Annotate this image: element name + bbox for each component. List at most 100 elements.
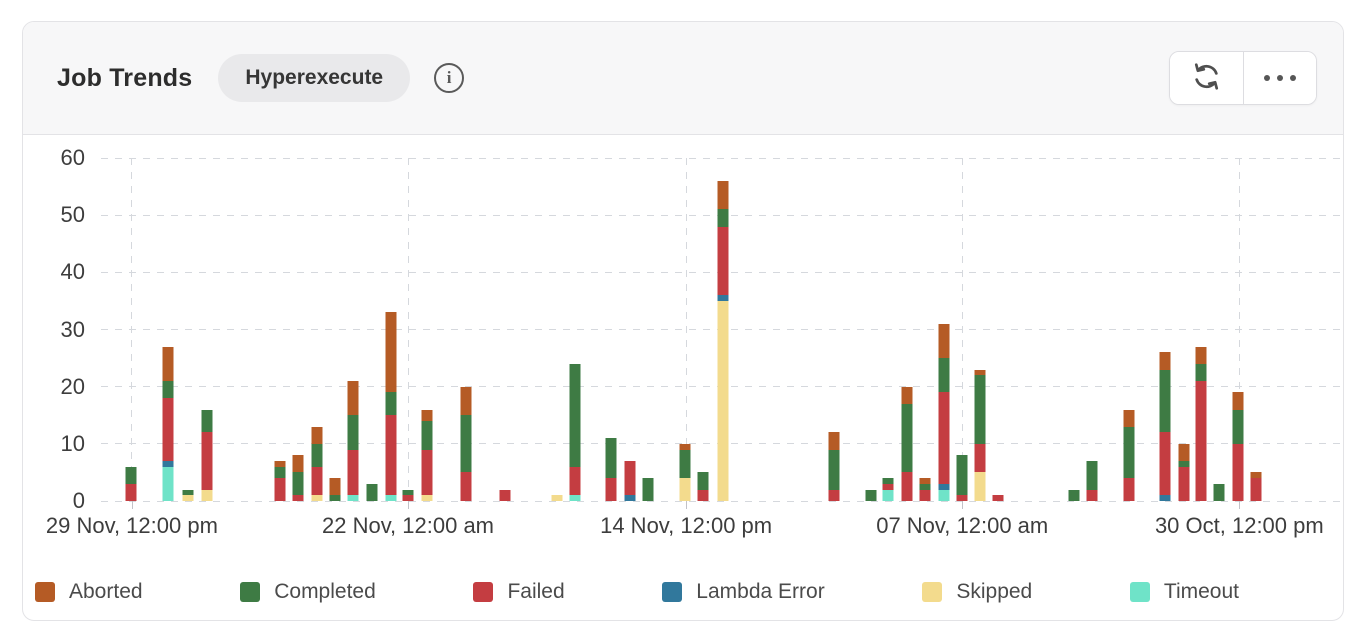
stacked-bar[interactable] xyxy=(956,455,968,501)
stacked-bar[interactable] xyxy=(347,380,359,501)
bar-segment-failed[interactable] xyxy=(882,483,894,490)
bar-segment-completed[interactable] xyxy=(919,483,931,490)
bar-segment-completed[interactable] xyxy=(697,472,709,490)
stacked-bar[interactable] xyxy=(366,483,378,501)
bar-segment-completed[interactable] xyxy=(901,403,913,473)
bar-segment-lambda-error[interactable] xyxy=(1159,495,1171,501)
bar-segment-completed[interactable] xyxy=(956,455,968,496)
stacked-bar[interactable] xyxy=(865,489,877,501)
bar-segment-skipped[interactable] xyxy=(311,495,323,501)
bar-segment-aborted[interactable] xyxy=(1159,352,1171,370)
bar-segment-completed[interactable] xyxy=(292,472,304,496)
bar-segment-aborted[interactable] xyxy=(1232,392,1244,410)
bar-segment-aborted[interactable] xyxy=(162,346,174,381)
bar-segment-skipped[interactable] xyxy=(551,495,563,501)
bar-segment-timeout[interactable] xyxy=(882,489,894,501)
stacked-bar[interactable] xyxy=(974,369,986,501)
bar-segment-failed[interactable] xyxy=(1178,466,1189,501)
bar-segment-failed[interactable] xyxy=(460,472,472,501)
bar-segment-aborted[interactable] xyxy=(1250,472,1262,479)
stacked-bar[interactable] xyxy=(1250,472,1262,501)
bar-segment-lambda-error[interactable] xyxy=(717,295,729,301)
bar-segment-aborted[interactable] xyxy=(421,409,433,421)
bar-segment-failed[interactable] xyxy=(1195,380,1207,501)
bar-segment-failed[interactable] xyxy=(385,415,397,496)
stacked-bar[interactable] xyxy=(1195,346,1207,501)
stacked-bar[interactable] xyxy=(642,478,654,501)
bar-segment-skipped[interactable] xyxy=(974,472,986,501)
stacked-bar[interactable] xyxy=(1068,489,1080,501)
bar-segment-aborted[interactable] xyxy=(1178,443,1189,461)
legend-item-completed[interactable]: Completed xyxy=(240,580,376,604)
bar-segment-failed[interactable] xyxy=(956,495,968,501)
bar-segment-aborted[interactable] xyxy=(1195,346,1207,364)
bar-segment-completed[interactable] xyxy=(642,478,654,501)
stacked-bar[interactable] xyxy=(551,495,563,501)
bar-segment-completed[interactable] xyxy=(1159,369,1171,433)
bar-segment-aborted[interactable] xyxy=(311,426,323,444)
bar-segment-completed[interactable] xyxy=(201,409,213,433)
bar-segment-failed[interactable] xyxy=(605,478,617,501)
bar-segment-timeout[interactable] xyxy=(162,466,174,501)
bar-segment-failed[interactable] xyxy=(1123,478,1135,501)
bar-segment-completed[interactable] xyxy=(421,421,433,450)
bar-segment-skipped[interactable] xyxy=(182,495,194,501)
bar-segment-failed[interactable] xyxy=(347,449,359,496)
bar-segment-aborted[interactable] xyxy=(901,386,913,404)
bar-segment-completed[interactable] xyxy=(865,489,877,501)
stacked-bar[interactable] xyxy=(201,409,213,501)
bar-segment-timeout[interactable] xyxy=(938,489,950,501)
bar-segment-failed[interactable] xyxy=(717,226,729,296)
bar-segment-aborted[interactable] xyxy=(1123,409,1135,427)
bar-segment-aborted[interactable] xyxy=(329,478,341,496)
bar-segment-aborted[interactable] xyxy=(974,369,986,376)
bar-segment-completed[interactable] xyxy=(1195,363,1207,381)
bar-segment-aborted[interactable] xyxy=(938,323,950,359)
bar-segment-failed[interactable] xyxy=(499,489,511,501)
bar-segment-completed[interactable] xyxy=(569,363,581,467)
bar-segment-failed[interactable] xyxy=(624,461,636,496)
bar-segment-completed[interactable] xyxy=(1068,489,1080,501)
stacked-bar[interactable] xyxy=(125,466,137,501)
bar-segment-aborted[interactable] xyxy=(274,461,286,467)
bar-segment-aborted[interactable] xyxy=(292,455,304,473)
refresh-button[interactable] xyxy=(1170,52,1243,104)
bar-segment-completed[interactable] xyxy=(1232,409,1244,444)
bar-segment-failed[interactable] xyxy=(274,478,286,501)
stacked-bar[interactable] xyxy=(919,478,931,501)
more-button[interactable] xyxy=(1243,52,1316,104)
stacked-bar[interactable] xyxy=(828,432,840,501)
bar-segment-completed[interactable] xyxy=(1086,461,1098,490)
legend-item-skipped[interactable]: Skipped xyxy=(922,580,1032,604)
bar-segment-failed[interactable] xyxy=(402,495,414,501)
stacked-bar[interactable] xyxy=(182,489,194,501)
bar-segment-completed[interactable] xyxy=(717,209,729,227)
bar-segment-failed[interactable] xyxy=(992,495,1004,501)
bar-segment-skipped[interactable] xyxy=(201,489,213,501)
bar-segment-failed[interactable] xyxy=(421,449,433,496)
bar-segment-failed[interactable] xyxy=(1086,489,1098,501)
bar-segment-failed[interactable] xyxy=(1159,432,1171,496)
bar-segment-failed[interactable] xyxy=(311,466,323,496)
stacked-bar[interactable] xyxy=(569,363,581,501)
bar-segment-failed[interactable] xyxy=(938,392,950,484)
stacked-bar[interactable] xyxy=(162,346,174,501)
stacked-bar[interactable] xyxy=(679,443,691,501)
stacked-bar[interactable] xyxy=(992,495,1004,501)
bar-segment-completed[interactable] xyxy=(347,415,359,450)
stacked-bar[interactable] xyxy=(1232,392,1244,501)
bar-segment-failed[interactable] xyxy=(697,489,709,501)
bar-segment-failed[interactable] xyxy=(125,483,137,501)
bar-segment-completed[interactable] xyxy=(366,483,378,501)
legend-item-timeout[interactable]: Timeout xyxy=(1129,580,1239,604)
legend-item-failed[interactable]: Failed xyxy=(473,580,565,604)
bar-segment-completed[interactable] xyxy=(125,466,137,484)
bar-segment-lambda-error[interactable] xyxy=(624,495,636,501)
stacked-bar[interactable] xyxy=(938,323,950,501)
legend-item-aborted[interactable]: Aborted xyxy=(35,580,143,604)
bar-segment-failed[interactable] xyxy=(1250,478,1262,501)
stacked-bar[interactable] xyxy=(402,489,414,501)
stacked-bar[interactable] xyxy=(1086,461,1098,501)
bar-segment-lambda-error[interactable] xyxy=(938,483,950,490)
bar-segment-completed[interactable] xyxy=(938,358,950,393)
